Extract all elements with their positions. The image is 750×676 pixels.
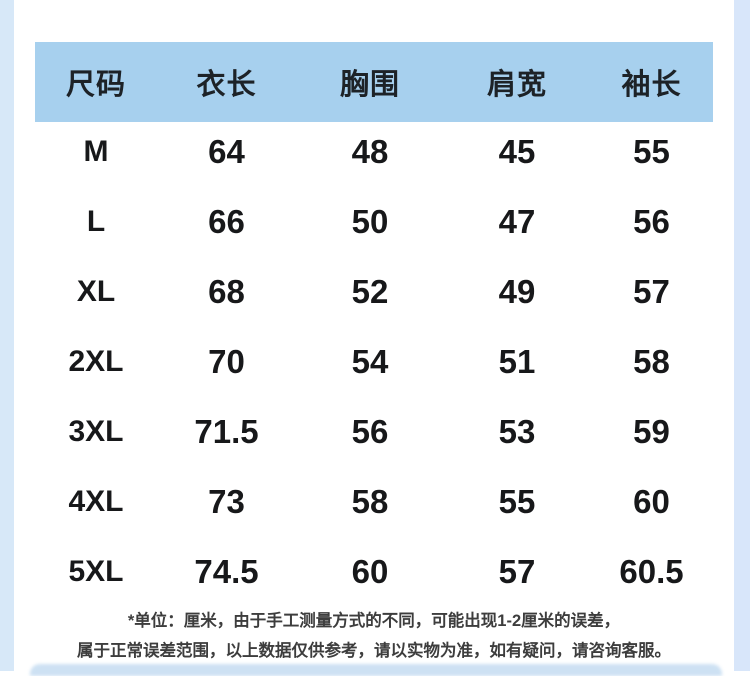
sleeve-value: 60 (633, 483, 670, 520)
size-label: L (86, 205, 106, 238)
sleeve-value: 60.5 (619, 553, 684, 590)
chest-value: 50 (351, 203, 389, 240)
size-label: 5XL (68, 555, 124, 588)
table-row-m: M 64 48 45 55 (35, 117, 713, 187)
table-row-3xl: 3XL 71.5 56 53 59 (35, 397, 713, 467)
header-cell-shoulder: 肩宽 (486, 69, 547, 101)
chest-value: 54 (351, 343, 389, 380)
length-value: 73 (208, 483, 245, 520)
table-row-xl: XL 68 52 49 57 (35, 257, 713, 327)
shoulder-value: 47 (498, 203, 536, 240)
size-label: XL (76, 275, 116, 308)
shoulder-value: 49 (498, 273, 536, 310)
length-value: 70 (208, 343, 245, 380)
header-cell-chest: 胸围 (339, 69, 400, 101)
shoulder-value: 55 (498, 483, 536, 520)
sleeve-value: 57 (633, 273, 670, 310)
size-label: 2XL (68, 345, 124, 378)
size-label: 4XL (68, 485, 124, 518)
sleeve-value: 55 (633, 133, 670, 170)
size-chart-table: 尺码 衣长 胸围 肩宽 袖长 M 64 48 45 55 L 66 50 47 … (35, 42, 713, 607)
chest-value: 58 (351, 483, 389, 520)
length-value: 74.5 (194, 553, 259, 590)
sleeve-value: 59 (633, 413, 670, 450)
table-body: M 64 48 45 55 L 66 50 47 56 XL 68 52 49 … (35, 117, 713, 607)
chest-value: 48 (351, 133, 389, 170)
shoulder-value: 57 (498, 553, 536, 590)
disclaimer-line-1: *单位：厘米，由于手工测量方式的不同，可能出现1-2厘米的误差， (127, 612, 621, 630)
chest-value: 60 (351, 553, 389, 590)
table-row-2xl: 2XL 70 54 51 58 (35, 327, 713, 397)
size-label: 3XL (68, 415, 124, 448)
header-cell-length: 衣长 (196, 69, 257, 101)
chest-value: 52 (351, 273, 389, 310)
shoulder-value: 45 (498, 133, 536, 170)
header-cell-size: 尺码 (65, 69, 126, 101)
length-value: 66 (208, 203, 245, 240)
shoulder-value: 51 (498, 343, 536, 380)
header-cell-sleeve: 袖长 (621, 69, 682, 101)
disclaimer-line-2: 属于正常误差范围，以上数据仅供参考，请以实物为准，如有疑问，请咨询客服。 (77, 642, 671, 660)
page-edge-strip-right (734, 0, 750, 671)
length-value: 64 (208, 133, 245, 170)
length-value: 68 (208, 273, 245, 310)
size-label: M (83, 135, 109, 168)
measurement-disclaimer: *单位：厘米，由于手工测量方式的不同，可能出现1-2厘米的误差， 属于正常误差范… (35, 606, 713, 666)
table-row-l: L 66 50 47 56 (35, 187, 713, 257)
chest-value: 56 (351, 413, 389, 450)
sleeve-value: 58 (633, 343, 670, 380)
length-value: 71.5 (194, 413, 259, 450)
table-header-row: 尺码 衣长 胸围 肩宽 袖长 (35, 42, 713, 122)
page-edge-strip-left (0, 0, 14, 671)
sleeve-value: 56 (633, 203, 670, 240)
table-row-5xl: 5XL 74.5 60 57 60.5 (35, 537, 713, 607)
table-row-4xl: 4XL 73 58 55 60 (35, 467, 713, 537)
shoulder-value: 53 (498, 413, 536, 450)
